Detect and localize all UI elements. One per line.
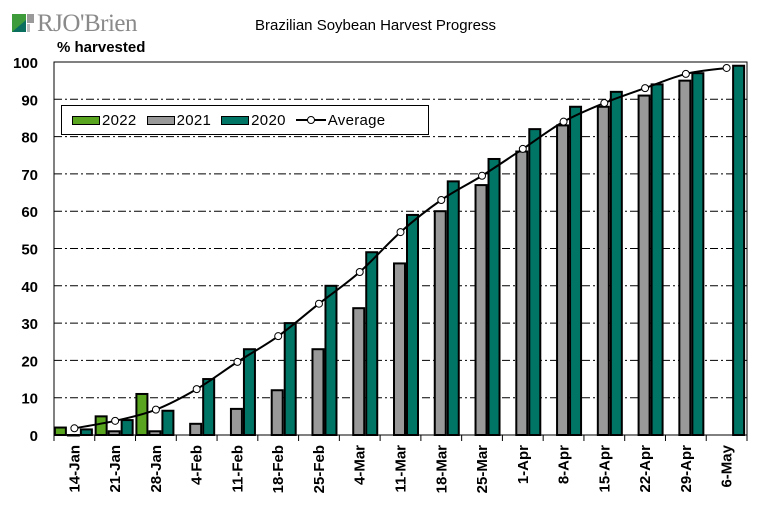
- y-tick-label: 50: [21, 242, 38, 259]
- legend-line-marker-icon: [295, 115, 326, 125]
- x-tick-label: 4-Mar: [352, 445, 369, 485]
- legend-item-2020: 2020: [221, 112, 286, 129]
- bar-2021: [596, 105, 610, 436]
- x-tick-label: 25-Feb: [311, 445, 328, 493]
- x-tick-label: 28-Jan: [148, 445, 165, 493]
- average-point: [722, 63, 731, 72]
- y-axis-label: % harvested: [57, 39, 146, 56]
- bar-2020: [365, 251, 379, 436]
- legend-label: Average: [327, 111, 386, 129]
- x-tick-label: 8-Apr: [556, 445, 573, 484]
- x-tick-label: 25-Mar: [474, 445, 491, 494]
- y-tick-label: 60: [21, 204, 38, 221]
- bar-2021: [474, 184, 488, 436]
- bar-2020: [242, 348, 256, 436]
- bar-2021: [189, 422, 203, 436]
- bar-2021: [556, 124, 570, 436]
- average-point: [192, 385, 201, 394]
- average-point: [111, 416, 120, 425]
- average-point: [151, 405, 160, 414]
- y-tick-label: 90: [21, 92, 38, 109]
- bar-2020: [406, 213, 419, 436]
- bar-2021: [678, 79, 692, 437]
- bar-2021: [393, 262, 406, 437]
- y-tick-label: 30: [21, 316, 38, 333]
- bar-2020: [446, 180, 460, 436]
- bar-2020: [283, 322, 297, 437]
- bar-2020: [609, 90, 623, 436]
- bar-2020: [691, 72, 705, 436]
- bar-2022: [94, 415, 108, 437]
- bar-2021: [270, 389, 284, 436]
- x-tick-label: 11-Mar: [393, 445, 410, 493]
- average-point: [314, 299, 323, 308]
- legend-label: 2022: [102, 111, 137, 129]
- x-tick-label: 18-Mar: [433, 445, 450, 494]
- bar-2021: [148, 430, 162, 436]
- chart-title: Brazilian Soybean Harvest Progress: [255, 17, 496, 34]
- average-point: [274, 332, 283, 341]
- average-point: [681, 69, 690, 78]
- legend-item-2022: 2022: [72, 112, 137, 129]
- x-tick-label: 6-May: [719, 444, 736, 487]
- x-tick-label: 15-Apr: [596, 445, 613, 493]
- average-point: [437, 196, 446, 205]
- bar-2020: [732, 64, 746, 436]
- bar-2020: [324, 284, 338, 436]
- legend-label: 2021: [176, 111, 212, 129]
- average-point: [233, 357, 242, 366]
- y-tick-label: 70: [21, 167, 38, 184]
- bar-2020: [161, 409, 175, 437]
- average-point: [70, 424, 79, 433]
- bar-2020: [569, 105, 583, 436]
- bar-2021: [515, 150, 529, 437]
- legend-item-average: Average: [295, 111, 386, 129]
- bar-2021: [637, 94, 651, 436]
- y-tick-label: 40: [21, 279, 38, 296]
- average-point: [355, 267, 364, 276]
- bar-2020: [79, 428, 93, 436]
- x-tick-label: 22-Apr: [637, 445, 654, 493]
- rjobrien-logo-icon: [12, 12, 34, 34]
- y-tick-label: 0: [30, 428, 38, 445]
- legend-label: 2020: [251, 111, 286, 129]
- x-tick-label: 4-Feb: [189, 445, 206, 485]
- bar-2021: [352, 307, 366, 436]
- bar-2021: [107, 430, 121, 436]
- x-tick-label: 29-Apr: [678, 445, 695, 493]
- bar-2020: [650, 83, 664, 436]
- x-tick-label: 14-Jan: [66, 445, 83, 493]
- bar-2020: [528, 128, 542, 436]
- legend-item-2021: 2021: [146, 111, 212, 129]
- bar-2021: [311, 348, 325, 436]
- average-point: [518, 144, 527, 153]
- brand-name: RJO'Brien: [37, 9, 138, 37]
- x-tick-label: 11-Feb: [229, 445, 246, 493]
- bar-2021: [66, 434, 80, 437]
- legend-swatch-2021: [146, 115, 175, 125]
- legend: 2022 2021 2020 Average: [61, 105, 429, 135]
- x-tick-label: 18-Feb: [270, 445, 287, 493]
- legend-swatch-2020: [221, 115, 250, 125]
- average-point: [396, 228, 405, 237]
- bar-2020: [120, 419, 134, 436]
- x-tick-label: 1-Apr: [515, 445, 532, 484]
- bar-2020: [487, 157, 501, 436]
- y-tick-label: 10: [21, 391, 38, 408]
- x-tick-label: 21-Jan: [107, 445, 124, 493]
- y-tick-label: 100: [13, 55, 38, 72]
- average-point: [641, 84, 650, 93]
- bar-2021: [229, 407, 243, 437]
- average-point: [478, 171, 487, 180]
- y-tick-label: 80: [21, 130, 38, 147]
- average-point: [600, 99, 609, 108]
- brand-logo: RJO'Brien: [12, 8, 138, 38]
- bar-2021: [433, 210, 447, 436]
- bar-2020: [202, 378, 216, 436]
- y-tick-label: 20: [21, 353, 38, 370]
- legend-swatch-2022: [72, 115, 100, 125]
- average-point: [559, 117, 568, 126]
- bar-2022: [53, 426, 67, 437]
